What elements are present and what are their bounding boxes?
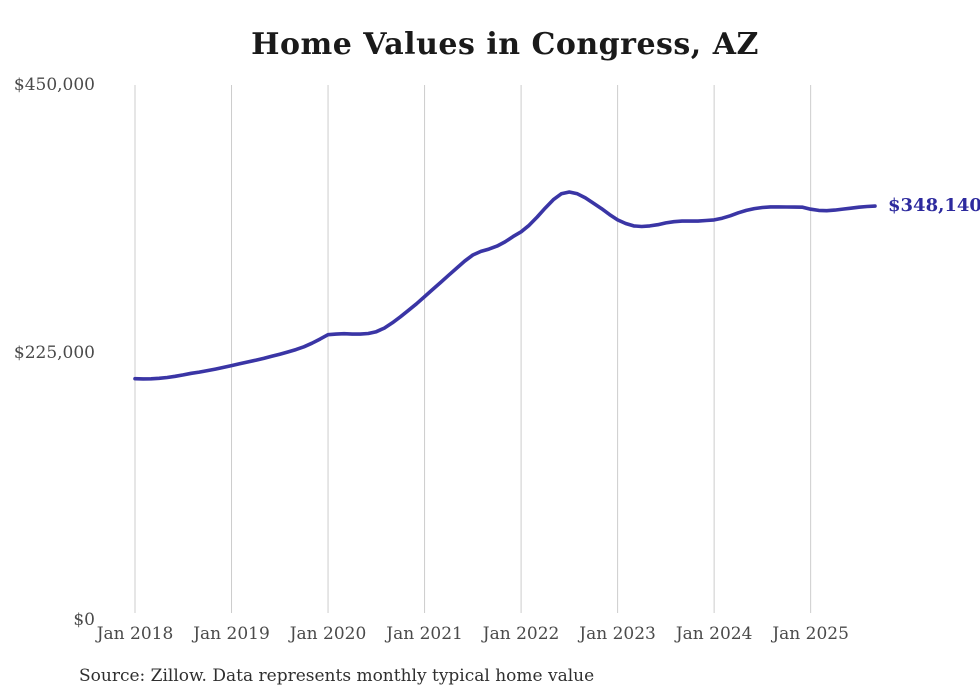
x-tick-label: Jan 2023 <box>579 624 656 644</box>
x-tick-label: Jan 2020 <box>289 624 367 644</box>
source-note: Source: Zillow. Data represents monthly … <box>79 666 595 686</box>
x-tick-label: Jan 2022 <box>482 624 560 644</box>
home-value-series-line <box>133 190 877 381</box>
chart-title: Home Values in Congress, AZ <box>251 27 759 62</box>
x-tick-label: Jan 2021 <box>386 624 463 644</box>
y-tick-label: $225,000 <box>13 342 95 363</box>
x-tick-label: Jan 2024 <box>675 624 753 644</box>
y-tick-label: $0 <box>73 610 95 630</box>
end-value-label: $348,140 <box>888 195 980 217</box>
y-tick-label: $450,000 <box>13 75 95 95</box>
x-tick-label: Jan 2019 <box>193 624 270 644</box>
x-tick-label: Jan 2018 <box>96 624 174 644</box>
x-tick-label: Jan 2025 <box>772 624 849 644</box>
